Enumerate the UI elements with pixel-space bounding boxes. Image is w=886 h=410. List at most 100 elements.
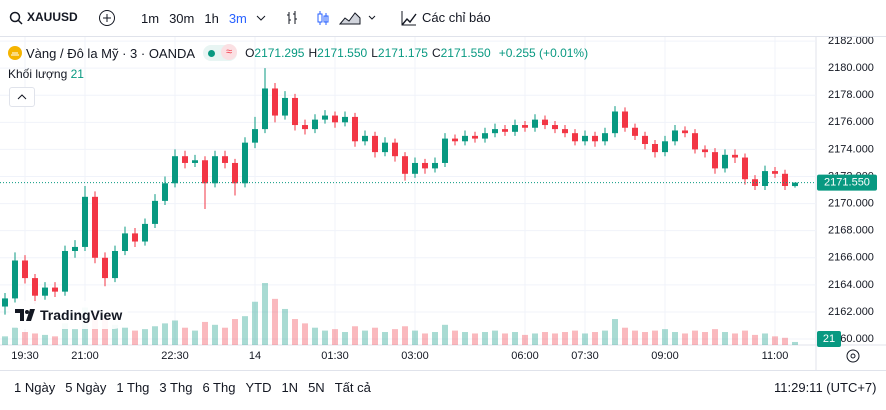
collapse-button[interactable] (9, 87, 35, 107)
range-button[interactable]: YTD (245, 380, 272, 395)
watermark-text: TradingView (40, 307, 123, 323)
compare-button[interactable] (98, 9, 116, 27)
indicators-icon[interactable] (400, 9, 418, 27)
settings-icon[interactable] (845, 348, 861, 369)
candle-body (112, 251, 118, 279)
interval-button[interactable]: 30m (169, 11, 195, 26)
candle-body (222, 156, 228, 163)
interval-button[interactable]: 1m (141, 11, 160, 26)
volume-bar (502, 333, 508, 345)
legend-title: Vàng / Đô la Mỹ · 3 · OANDA (26, 45, 196, 61)
x-tick-label: 11:00 (762, 350, 789, 362)
volume-bar (232, 319, 238, 345)
volume-bar (572, 330, 578, 345)
candle-body (702, 149, 708, 153)
candle-body (82, 196, 88, 247)
volume-bar (242, 316, 248, 345)
ohlc-key: C (431, 46, 441, 60)
candle-body (302, 125, 308, 130)
candle-body (482, 133, 488, 139)
interval-menu[interactable] (256, 14, 266, 22)
candle-body (402, 156, 408, 174)
candle-body (782, 173, 788, 186)
volume-bar (292, 319, 298, 345)
volume-bar (652, 330, 658, 345)
y-tick-label: 2178.000 (828, 89, 874, 101)
candle-body (152, 200, 158, 224)
candle-body (722, 154, 728, 169)
volume-bar (382, 332, 388, 345)
volume-bar (472, 333, 478, 345)
interval-button[interactable]: 1h (204, 11, 219, 26)
volume-bar (492, 330, 498, 345)
candle-body (272, 88, 278, 116)
ohlc-value: 2171.175 (377, 46, 428, 60)
ohlc-key: L (371, 46, 378, 60)
volume-bar (632, 330, 638, 345)
legend-ohlc: O2171.295 H2171.550 L2171.175 C2171.550 (245, 46, 495, 60)
volume-bar (22, 332, 28, 345)
bottom-toolbar: 1 Ngày 5 Ngày 1 Thg 3 Thg 6 Thg YTD 1N 5N Tất cả… (0, 370, 886, 410)
candle-body (282, 97, 288, 116)
volume-bar (462, 332, 468, 345)
volume-box-label: 21 (823, 333, 835, 345)
top-toolbar: XAUUSD 1m 30m 1h 3m Các chỉ báo (0, 0, 886, 37)
candle-body (592, 135, 598, 142)
volume-bar (332, 329, 338, 345)
candle-body (2, 298, 8, 307)
range-button[interactable]: 3 Thg (159, 380, 193, 395)
range-button[interactable]: 1N (281, 380, 299, 395)
legend-change: +0.255 (+0.01%) (498, 46, 589, 60)
ohlc-key: O (245, 46, 255, 60)
candle-body (652, 144, 658, 153)
range-button[interactable]: Tất cả (334, 380, 371, 395)
candle-body (502, 129, 508, 132)
x-tick-label: 07:30 (571, 350, 599, 362)
candle-body (552, 125, 558, 130)
volume-bar (152, 326, 158, 345)
candle-body (372, 135, 378, 153)
y-tick-label: 2166.000 (828, 252, 874, 264)
range-button[interactable]: 1 Thg (116, 380, 150, 395)
indicators-button[interactable]: Các chỉ báo (422, 10, 491, 25)
candle-body (752, 179, 758, 186)
volume-bar (412, 330, 418, 345)
candle-body (212, 156, 218, 184)
volume-bar (792, 341, 798, 345)
candle-body (382, 142, 388, 153)
range-button[interactable]: 5N (308, 380, 325, 395)
range-button[interactable]: 5 Ngày (65, 380, 107, 395)
volume-bar (672, 332, 678, 345)
volume-bar (752, 334, 758, 345)
candle-body (232, 162, 238, 184)
interval-button[interactable]: 3m (228, 11, 247, 26)
candle-body (672, 130, 678, 142)
candle-body (642, 135, 648, 145)
candle-body (692, 133, 698, 150)
chart-type-icons[interactable] (285, 8, 377, 28)
volume-bar (222, 327, 228, 345)
range-button[interactable]: 1 Ngày (14, 380, 56, 395)
volume-bar (132, 330, 138, 345)
x-tick-label: 21:00 (71, 350, 99, 362)
candle-body (432, 162, 438, 169)
candle-body (462, 135, 468, 142)
candle-body (322, 115, 328, 120)
symbol[interactable]: XAUUSD (27, 10, 78, 24)
range-button[interactable]: 6 Thg (202, 380, 236, 395)
candle-body (202, 160, 208, 184)
search-icon[interactable] (9, 11, 23, 25)
volume-bar (722, 332, 728, 345)
volume-bar (662, 329, 668, 345)
candle-body (52, 287, 58, 292)
volume-bar (442, 324, 448, 345)
volume-bar (342, 332, 348, 345)
volume-bar (42, 334, 48, 345)
candle-body (142, 223, 148, 242)
candle-body (632, 127, 638, 136)
volume-label: Khối lượng (8, 67, 68, 81)
intervals: 1m 30m 1h 3m (141, 10, 257, 28)
volume-bar (732, 333, 738, 345)
volume-bar (62, 323, 68, 345)
ohlc-value: 2171.550 (440, 46, 491, 60)
